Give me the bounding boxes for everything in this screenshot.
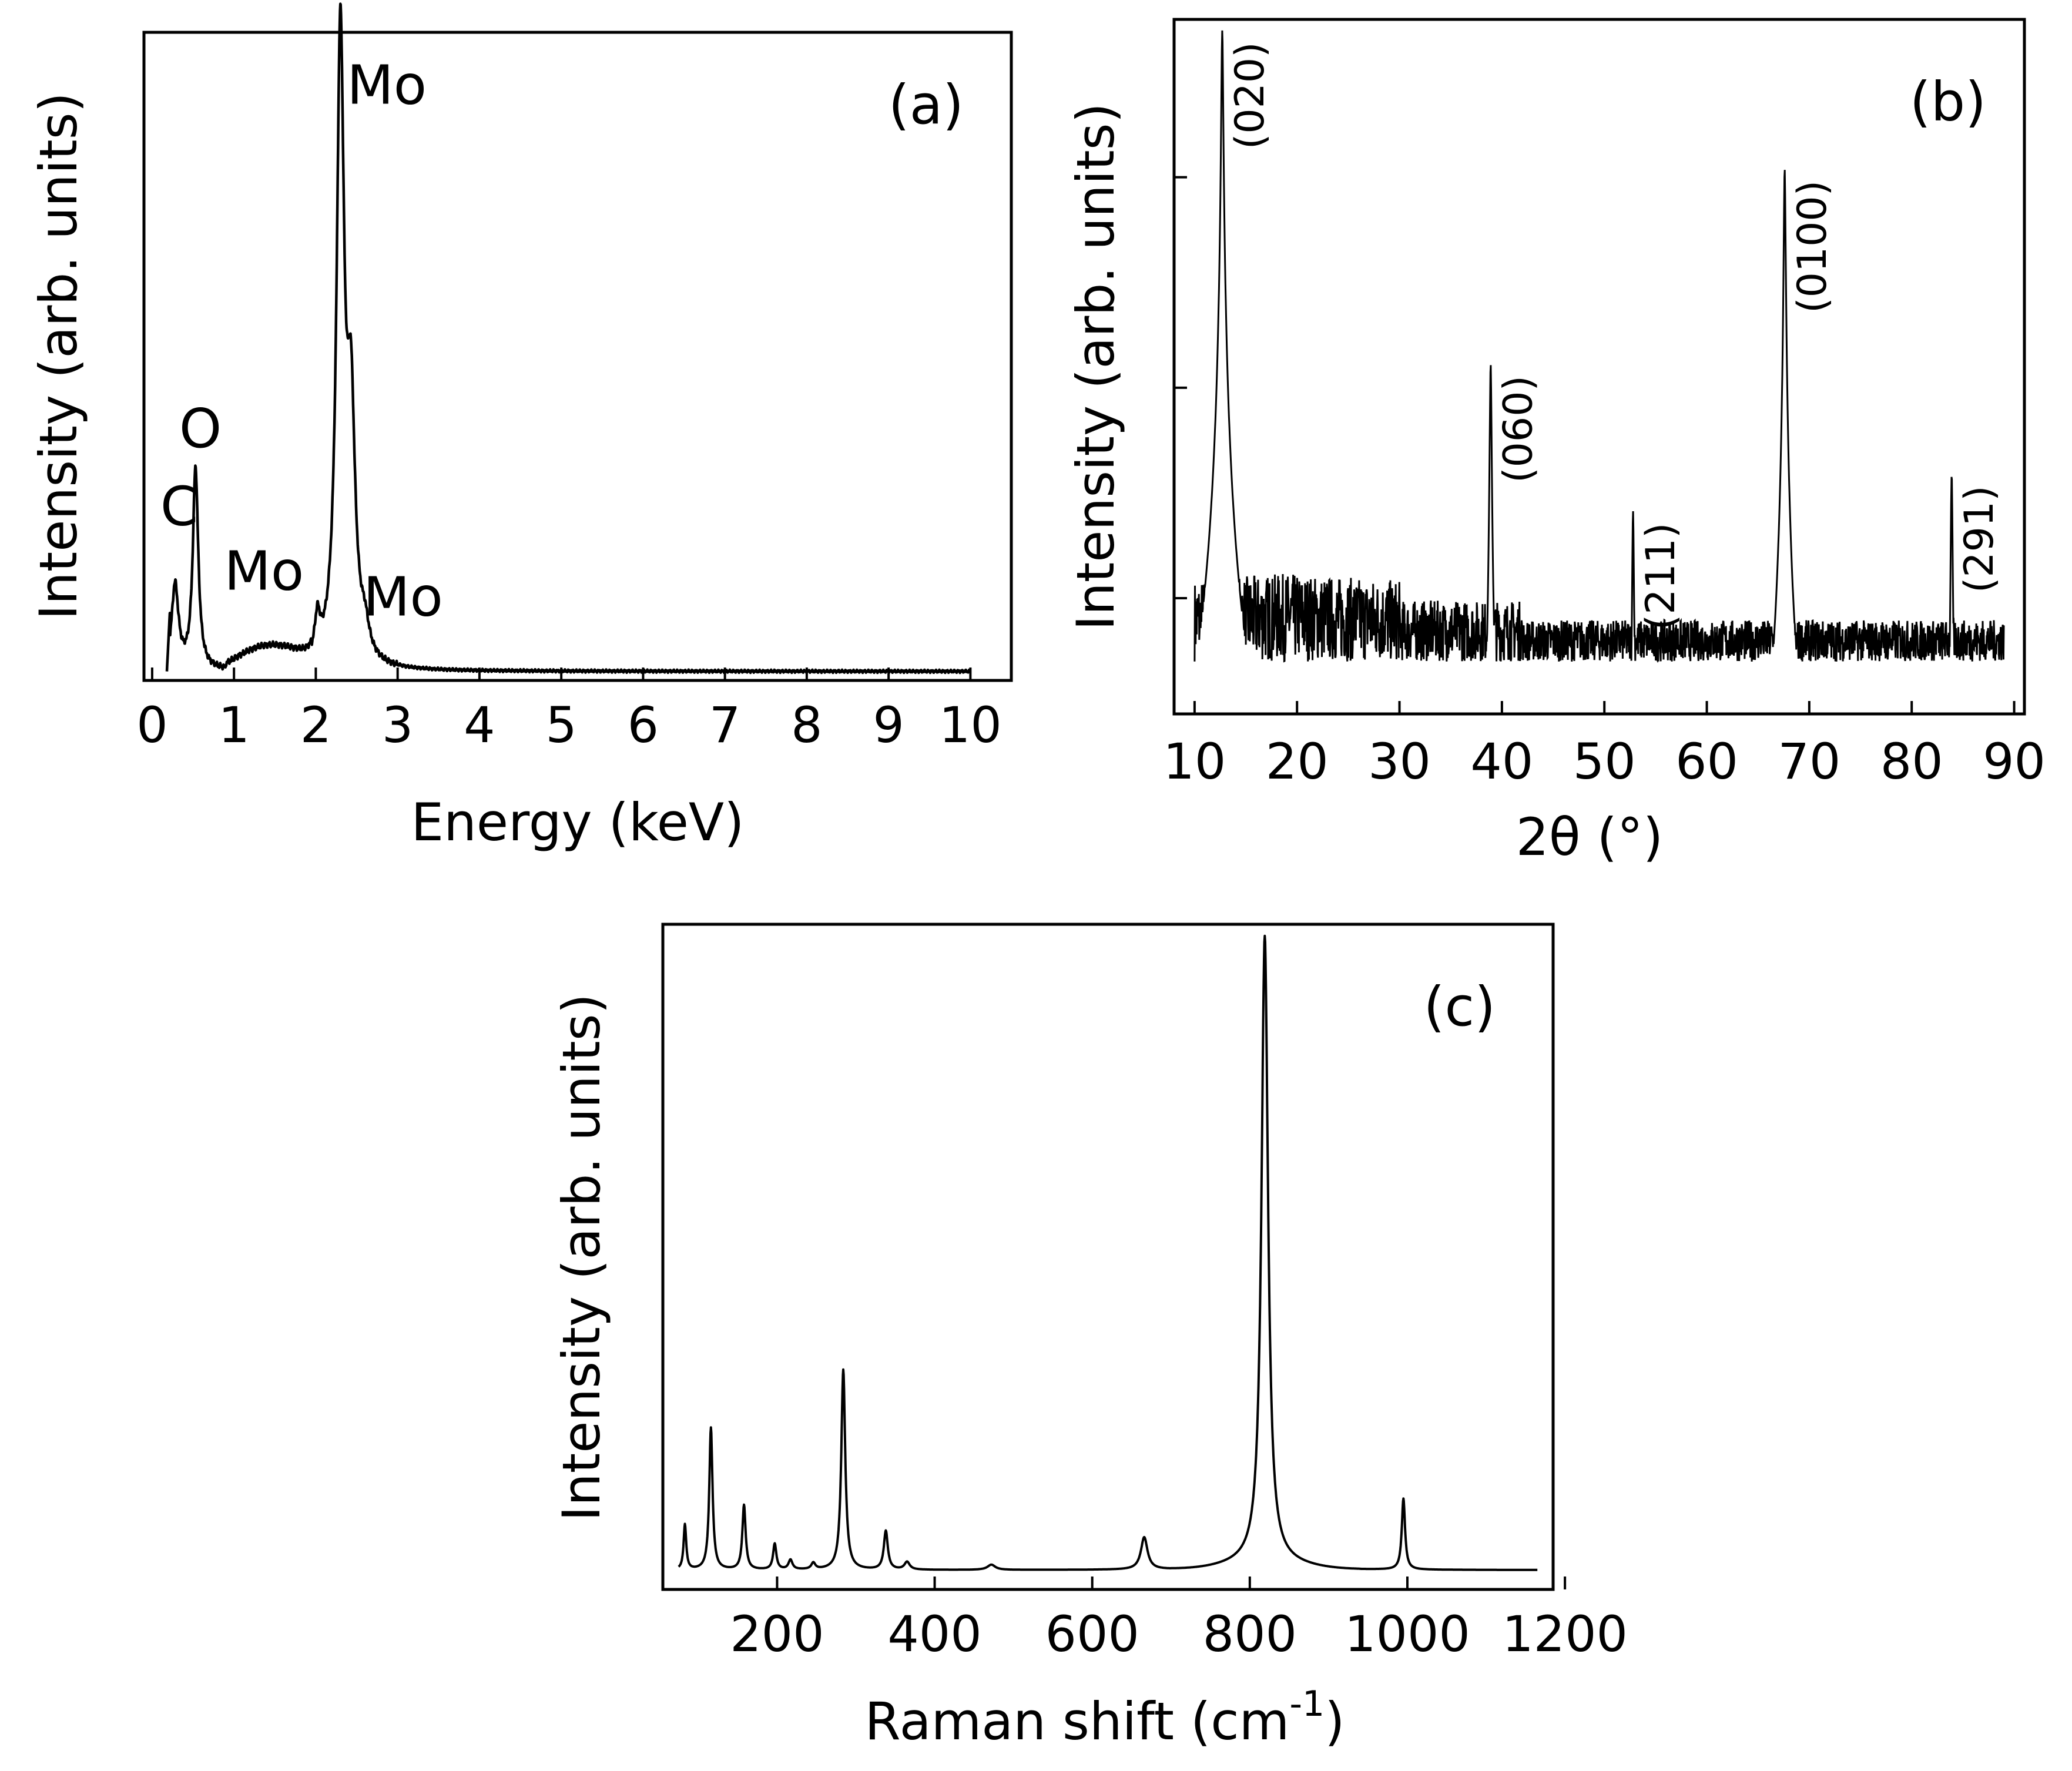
panel-b-x-tick-label: 90	[1983, 733, 2046, 790]
panel-b-peak-index-label: (020)	[1227, 42, 1273, 149]
panel-c-tag: (c)	[1424, 975, 1496, 1038]
panel-a-x-tick-label: 6	[628, 696, 659, 754]
panel-b-x-tick-label: 40	[1470, 733, 1533, 790]
panel-c-x-tick-label: 400	[887, 1605, 981, 1663]
panel-c-x-ticks: 200 400 600 800 1000 1200	[730, 1577, 1628, 1663]
panel-c-raman-spectrum: 200 400 600 800 1000 1200 (c) Raman shift (cm…	[551, 923, 1628, 1752]
panel-a-spectrum-line	[165, 2, 972, 675]
panel-a-eds-spectrum: 0 1 2 3 4 5 6 7 8 9 10 CO Mo Mo Mo (a) Energy (keV) I…	[28, 2, 1013, 853]
panel-a-peak-annotations: CO Mo Mo Mo	[160, 53, 443, 628]
panel-c-x-tick-label: 200	[730, 1605, 824, 1663]
panel-b-tag: (b)	[1910, 71, 1986, 133]
panel-c-y-axis-title: Intensity (arb. units)	[551, 994, 612, 1521]
panel-a-plot-frame	[142, 31, 1013, 682]
panel-a-x-tick-label: 9	[873, 696, 904, 754]
panel-a-x-tick-label: 10	[939, 696, 1002, 754]
panel-a-annotation-mo: Mo	[224, 540, 304, 603]
panel-b-peak-indices: (020) (060) (211) (0100) (291)	[1227, 42, 2003, 630]
panel-a-x-tick-label: 8	[791, 696, 822, 754]
panel-b-peak-index-label: (060)	[1496, 375, 1542, 483]
panel-a-x-tick-label: 1	[218, 696, 249, 754]
panel-b-x-ticks: 10 20 30 40 50 60 70 80 90	[1163, 701, 2046, 790]
panel-a-annotation-o: O	[179, 397, 222, 460]
panel-b-peak-index-label: (0100)	[1789, 180, 1836, 313]
panel-a-y-axis-title: Intensity (arb. units)	[28, 92, 89, 620]
panel-b-peak-index-label: (291)	[1956, 485, 2003, 593]
panel-b-y-axis-title: Intensity (arb. units)	[1065, 103, 1126, 630]
panel-c-x-title-close: )	[1325, 1691, 1345, 1752]
panel-b-x-tick-label: 30	[1368, 733, 1431, 790]
panel-b-xrd-pattern: 10 20 30 40 50 60 70 80 90 (020) (060) (211) (0100)…	[1065, 18, 2046, 867]
panel-a-x-tick-label: 4	[464, 696, 495, 754]
panel-b-peak-index-label: (211)	[1638, 522, 1684, 630]
panel-b-x-tick-label: 80	[1880, 733, 1943, 790]
panel-a-x-axis-title: Energy (keV)	[411, 792, 745, 853]
panel-b-x-tick-label: 50	[1573, 733, 1636, 790]
panel-c-x-tick-label: 1000	[1345, 1605, 1470, 1663]
panel-c-x-tick-label: 1200	[1502, 1605, 1628, 1663]
panel-a-annotation-mo: Mo	[363, 566, 443, 629]
panel-b-x-tick-label: 20	[1266, 733, 1329, 790]
panel-a-x-tick-label: 5	[545, 696, 576, 754]
panel-b-x-tick-label: 10	[1163, 733, 1226, 790]
panel-c-x-tick-label: 600	[1045, 1605, 1139, 1663]
panel-a-x-ticks: 0 1 2 3 4 5 6 7 8 9 10	[136, 668, 1002, 754]
panel-a-tag: (a)	[889, 73, 964, 136]
panel-a-x-tick-label: 3	[382, 696, 413, 754]
panel-a-annotation-mo: Mo	[347, 53, 427, 116]
panel-b-y-ticks	[1174, 176, 1187, 599]
panel-a-x-tick-label: 2	[300, 696, 331, 754]
panel-a-annotation-c: C	[160, 475, 198, 538]
panel-b-x-axis-title: 2θ (°)	[1516, 807, 1663, 867]
panel-b-plot-frame	[1172, 18, 2026, 716]
panel-a-x-tick-label: 0	[136, 696, 167, 754]
panel-b-x-tick-label: 60	[1675, 733, 1738, 790]
panel-c-x-title-sup: -1	[1289, 1683, 1325, 1725]
panel-a-x-tick-label: 7	[709, 696, 740, 754]
panel-c-plot-frame	[661, 923, 1555, 1591]
panel-b-pattern-line	[1193, 30, 2005, 663]
panel-c-x-axis-title: Raman shift (cm-1)	[864, 1683, 1345, 1752]
panel-c-x-title-main: Raman shift (cm	[864, 1691, 1289, 1752]
panel-c-x-tick-label: 800	[1203, 1605, 1297, 1663]
panel-c-spectrum-line	[678, 934, 1538, 1571]
panel-b-x-tick-label: 70	[1778, 733, 1840, 790]
